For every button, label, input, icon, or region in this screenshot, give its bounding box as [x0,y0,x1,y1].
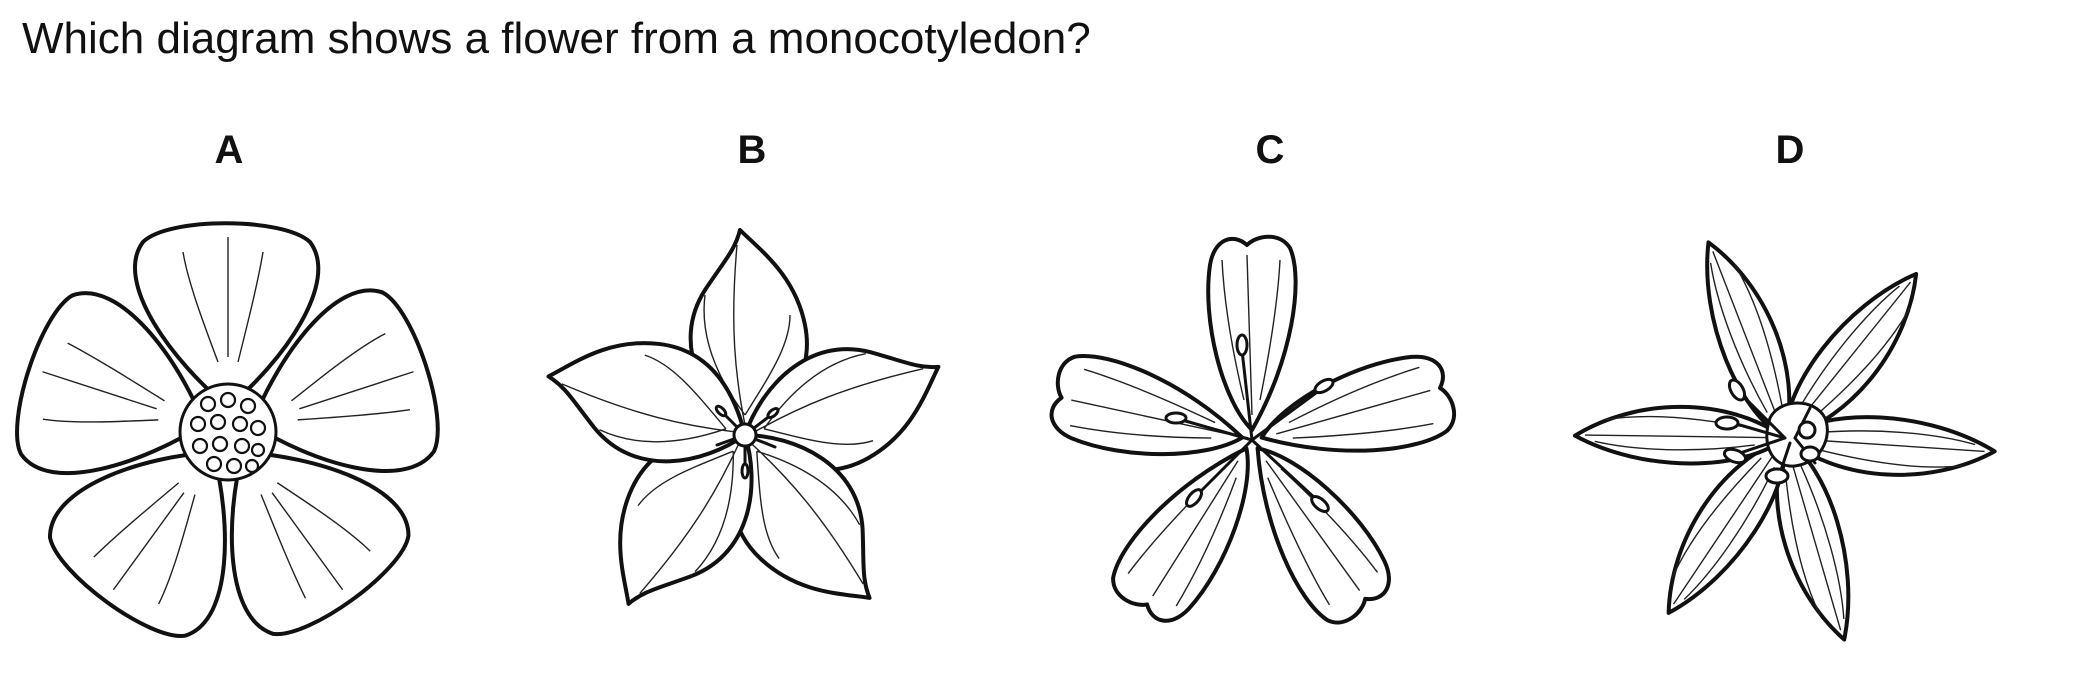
option-label-a[interactable]: A [214,128,244,172]
option-label-b[interactable]: B [737,128,767,172]
flower-b-stamens [714,404,780,480]
flower-a-ovules [189,391,267,475]
flower-b-petals [546,228,941,606]
option-label-c[interactable]: C [1255,128,1285,172]
flower-d[interactable] [1572,231,1997,648]
flower-a[interactable] [1,221,455,655]
flower-d-stamens [1714,378,1829,485]
flower-c-petals [1049,234,1457,625]
flower-a-petals [15,221,440,638]
question-text: Which diagram shows a flower from a mono… [22,14,1091,63]
flower-c-stamens [1164,333,1335,513]
option-label-d[interactable]: D [1775,128,1805,172]
flower-b[interactable] [533,228,959,637]
flower-c[interactable] [1044,234,1460,633]
flower-d-petals [1572,240,1997,642]
